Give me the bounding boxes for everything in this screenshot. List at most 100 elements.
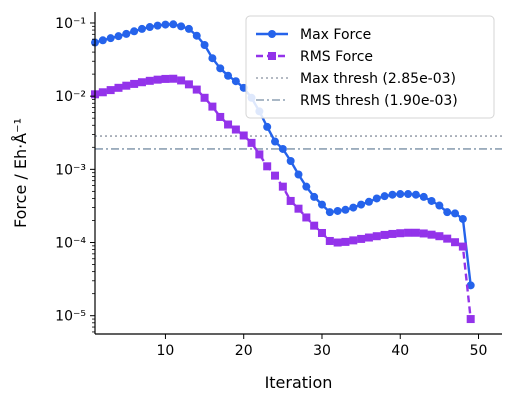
legend-marker <box>268 30 276 38</box>
legend-label: Max thresh (2.85e-03) <box>300 71 456 87</box>
data-point <box>239 131 248 140</box>
data-point <box>325 208 334 217</box>
x-tick-label: 50 <box>470 343 488 359</box>
data-point <box>357 200 366 209</box>
data-point <box>411 228 420 237</box>
x-tick-label: 30 <box>313 343 331 359</box>
data-point <box>310 221 319 230</box>
data-point <box>466 315 475 324</box>
data-point <box>396 190 405 199</box>
axes: 10 20 30 40 50 10⁻⁵ 10⁻⁴ 10⁻³ 10⁻² 10⁻¹ <box>55 12 502 359</box>
data-point <box>419 192 428 201</box>
data-point <box>169 20 178 29</box>
data-point <box>169 74 178 83</box>
data-point <box>451 209 460 218</box>
data-point <box>161 20 170 29</box>
data-point <box>443 208 452 217</box>
data-point <box>286 196 295 205</box>
data-point <box>153 75 162 84</box>
legend-label: RMS thresh (1.90e-03) <box>300 93 458 109</box>
data-point <box>98 36 107 45</box>
data-point <box>349 236 358 245</box>
data-point <box>263 162 272 171</box>
legend-box <box>245 15 495 119</box>
data-point <box>388 229 397 238</box>
data-point <box>388 190 397 199</box>
data-point <box>208 54 217 63</box>
y-axis-title: Force / Eh·Å⁻¹ <box>11 118 30 228</box>
legend: Max Force RMS Force Max thresh (2.85e-03) R… <box>245 15 495 119</box>
data-point <box>302 182 311 191</box>
data-point <box>443 234 452 243</box>
data-point <box>184 80 193 89</box>
data-point <box>364 197 373 206</box>
data-point <box>255 150 264 159</box>
data-point <box>458 214 467 223</box>
data-point <box>216 112 225 121</box>
y-tick-label: 10⁻⁵ <box>55 309 86 325</box>
data-point <box>372 232 381 241</box>
y-tick-label: 10⁻² <box>55 89 86 105</box>
data-point <box>271 137 280 146</box>
data-point <box>341 205 350 214</box>
data-point <box>200 93 209 102</box>
data-point <box>404 228 413 237</box>
data-point <box>357 234 366 243</box>
series-layer <box>91 20 475 324</box>
data-point <box>310 192 319 201</box>
data-point <box>466 281 475 290</box>
data-point <box>364 233 373 242</box>
data-point <box>106 34 115 43</box>
data-point <box>106 86 115 95</box>
data-point <box>396 229 405 238</box>
threshold-lines <box>95 135 502 150</box>
data-point <box>271 171 280 180</box>
data-point <box>224 120 233 129</box>
legend-label: Max Force <box>300 27 371 43</box>
data-point <box>317 228 326 237</box>
data-point <box>153 21 162 30</box>
data-point <box>404 190 413 199</box>
data-point <box>216 64 225 73</box>
y-tick-label: 10⁻³ <box>55 162 86 178</box>
data-point <box>419 229 428 238</box>
data-point <box>137 78 146 87</box>
y-tick-label: 10⁻⁴ <box>55 236 86 252</box>
data-point <box>192 85 201 94</box>
data-point <box>278 144 287 153</box>
data-point <box>435 201 444 210</box>
x-axis-title: Iteration <box>265 373 333 392</box>
data-point <box>130 79 139 88</box>
data-point <box>122 81 131 90</box>
data-point <box>427 230 436 239</box>
data-point <box>177 76 186 85</box>
data-point <box>317 200 326 209</box>
legend-marker <box>268 52 276 60</box>
data-point <box>333 238 342 247</box>
data-point <box>325 236 334 245</box>
x-tick-label: 20 <box>235 343 253 359</box>
data-point <box>192 31 201 40</box>
data-point <box>114 83 123 92</box>
data-point <box>451 238 460 247</box>
data-point <box>458 242 467 251</box>
data-point <box>130 27 139 36</box>
data-point <box>294 204 303 213</box>
data-point <box>161 74 170 83</box>
data-point <box>114 32 123 41</box>
x-tick-label: 40 <box>391 343 409 359</box>
data-point <box>122 29 131 38</box>
data-point <box>247 138 256 147</box>
data-point <box>333 206 342 215</box>
y-tick-label: 10⁻¹ <box>55 16 86 32</box>
data-point <box>231 125 240 134</box>
data-point <box>380 230 389 239</box>
data-point <box>411 190 420 199</box>
data-point <box>200 41 209 50</box>
data-point <box>302 213 311 222</box>
data-point <box>177 22 186 31</box>
data-point <box>341 237 350 246</box>
data-point <box>98 88 107 97</box>
data-point <box>435 232 444 241</box>
